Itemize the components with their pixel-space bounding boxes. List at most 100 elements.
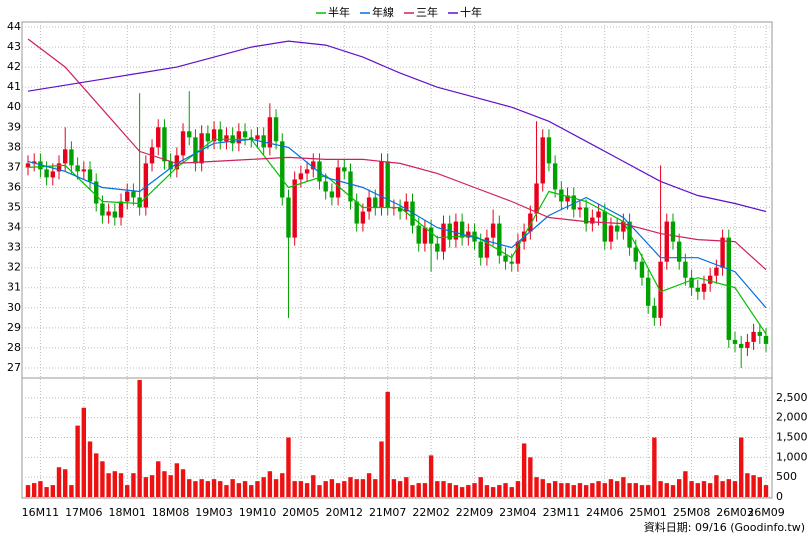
ma-line (27, 138, 767, 335)
volume-bar (428, 455, 434, 497)
volume-bar (168, 475, 173, 497)
candle-body (763, 335, 769, 344)
y-tick-label: 31 (7, 281, 21, 294)
y2-tick-label: 0 (776, 490, 783, 503)
volume-bar (571, 485, 576, 497)
candle-body (751, 331, 756, 342)
volume-bar (273, 479, 279, 497)
y2-tick-label: 500 (776, 470, 797, 483)
ma-line (27, 38, 767, 271)
y-tick-label: 42 (7, 60, 21, 73)
candle-body (379, 161, 384, 208)
x-tick-label: 20M12 (326, 506, 364, 519)
candle-body (75, 165, 80, 172)
candle-body (81, 169, 87, 172)
volume-bar (137, 379, 142, 497)
volume-bar (559, 483, 564, 497)
candle-body (32, 161, 37, 164)
candle-body (329, 191, 335, 198)
volume-bar (100, 461, 105, 497)
candle-body (156, 127, 161, 148)
x-tick-label: 26M03 (716, 506, 754, 519)
volume-bar (621, 477, 626, 497)
y-tick-label: 27 (7, 361, 21, 374)
candle-body (205, 133, 211, 142)
volume-bar (118, 473, 124, 497)
candle-body (602, 211, 607, 242)
volume-bar (751, 475, 756, 497)
volume-bar (540, 479, 545, 497)
volume-bar (676, 479, 682, 497)
volume-bar (583, 485, 589, 497)
candle-body (559, 189, 564, 202)
candle-body (335, 167, 341, 198)
candle-body (187, 131, 192, 138)
candle-body (720, 237, 725, 268)
candle-body (292, 179, 297, 238)
ma-line (27, 138, 767, 309)
candle-body (304, 169, 310, 174)
x-tick-label: 26M09 (747, 506, 785, 519)
volume-bar (261, 477, 266, 497)
candle-body (236, 131, 242, 144)
candle-body (503, 255, 508, 262)
volume-bar (435, 481, 440, 497)
volume-bar (286, 437, 291, 497)
volume-bar (552, 481, 558, 497)
volume-bar (149, 475, 155, 497)
volume-bar (596, 481, 601, 497)
volume-bar (329, 479, 335, 497)
volume-bar (478, 477, 483, 497)
y-tick-label: 32 (7, 261, 21, 274)
volume-bar (652, 437, 657, 497)
volume-bar (193, 481, 198, 497)
volume-bar (373, 479, 378, 497)
candle-body (701, 283, 707, 292)
volume-bar (670, 485, 676, 497)
x-tick-label: 21M07 (369, 506, 407, 519)
candle-body (249, 137, 254, 140)
volume-bar (156, 461, 161, 497)
candle-body (311, 161, 316, 170)
candle-body (131, 191, 136, 198)
candle-body (478, 241, 483, 258)
candle-body (373, 197, 378, 208)
candle-body (354, 201, 359, 224)
candle-body (645, 277, 651, 306)
y-tick-label: 44 (7, 20, 21, 33)
volume-bar (614, 481, 620, 497)
volume-bar (236, 483, 242, 497)
volume-bar (590, 483, 595, 497)
volume-bar (509, 487, 514, 497)
y-tick-label: 34 (7, 221, 21, 234)
x-tick-label: 18M01 (108, 506, 146, 519)
volume-bar (335, 483, 341, 497)
candle-body (428, 227, 434, 244)
volume-bar (267, 471, 273, 497)
candle-body (348, 171, 353, 202)
candle-body (143, 163, 149, 208)
volume-bar (162, 471, 167, 497)
volume-bar (75, 425, 80, 497)
candle-body (565, 195, 570, 202)
volume-bar (447, 483, 452, 497)
plot-frame (21, 21, 773, 499)
volume-bar (410, 485, 415, 497)
x-tick-label: 24M06 (586, 506, 624, 519)
candle-body (608, 225, 614, 242)
volume-bar (602, 483, 607, 497)
candle-body (670, 221, 676, 242)
x-tick-label: 23M04 (499, 506, 537, 519)
candle-body (627, 221, 632, 248)
candle-body (174, 155, 180, 170)
candle-body (50, 171, 56, 178)
volume-bar (701, 481, 707, 497)
x-tick-label: 23M11 (543, 506, 581, 519)
candle-body (323, 181, 328, 192)
volume-bar (577, 483, 583, 497)
candle-body (87, 169, 93, 182)
candle-body (168, 161, 173, 170)
candle-body (273, 117, 279, 142)
volume-bar (342, 481, 347, 497)
candle-body (317, 161, 322, 182)
